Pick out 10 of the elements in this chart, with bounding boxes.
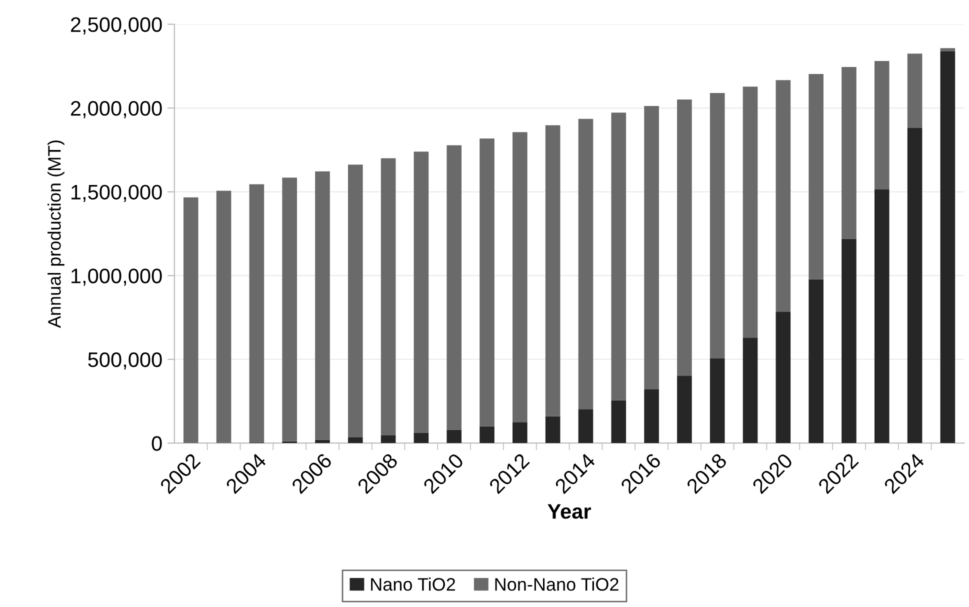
y-tick-label: 0 xyxy=(152,436,162,451)
y-tick-label: 1,500,000 xyxy=(72,184,162,202)
y-tick-label: 1,000,000 xyxy=(72,268,162,286)
legend-label: Non-Nano TiO2 xyxy=(495,578,618,591)
y-tick-label: 2,500,000 xyxy=(70,17,162,34)
y-axis-title: Annual production (MT) xyxy=(48,140,64,328)
y-tick-label: 500,000 xyxy=(88,352,162,370)
x-axis-title: Year xyxy=(548,504,591,519)
y-tick-label: 2,000,000 xyxy=(70,101,162,118)
legend-label: Nano TiO2 xyxy=(371,578,456,591)
